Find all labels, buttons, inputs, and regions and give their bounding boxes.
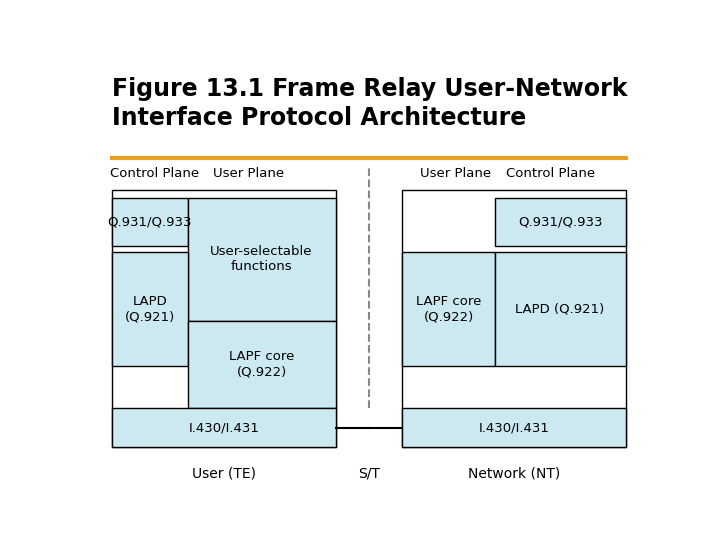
Text: User Plane: User Plane (213, 167, 284, 180)
Text: I.430/I.431: I.430/I.431 (479, 421, 549, 434)
Bar (112, 198, 188, 246)
Text: LAPD (Q.921): LAPD (Q.921) (516, 302, 605, 315)
Text: User-selectable
functions: User-selectable functions (210, 245, 312, 273)
Text: LAPD
(Q.921): LAPD (Q.921) (125, 295, 175, 323)
Text: Q.931/Q.933: Q.931/Q.933 (518, 215, 603, 228)
Bar (112, 252, 188, 366)
Bar (402, 190, 626, 447)
Bar (112, 408, 336, 447)
Text: Figure 13.1 Frame Relay User-Network
Interface Protocol Architecture: Figure 13.1 Frame Relay User-Network Int… (112, 77, 628, 130)
Text: Control Plane: Control Plane (109, 167, 199, 180)
Text: LAPF core
(Q.922): LAPF core (Q.922) (416, 295, 481, 323)
Text: S/T: S/T (358, 466, 380, 480)
Text: Q.931/Q.933: Q.931/Q.933 (108, 215, 192, 228)
Text: LAPF core
(Q.922): LAPF core (Q.922) (229, 350, 294, 378)
Text: I.430/I.431: I.430/I.431 (189, 421, 259, 434)
Bar (188, 198, 336, 321)
Bar (495, 252, 626, 366)
Bar (402, 408, 626, 447)
Bar (495, 198, 626, 246)
Bar (188, 321, 336, 408)
Text: User (TE): User (TE) (192, 466, 256, 480)
Text: Network (NT): Network (NT) (468, 466, 560, 480)
Bar (402, 252, 495, 366)
Text: User Plane: User Plane (420, 167, 491, 180)
Bar (112, 190, 336, 447)
Text: Control Plane: Control Plane (505, 167, 595, 180)
